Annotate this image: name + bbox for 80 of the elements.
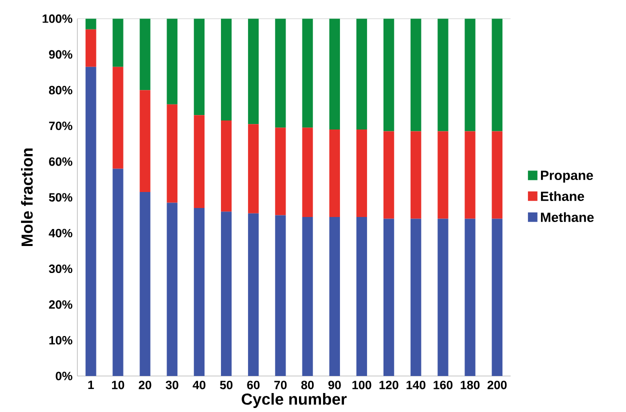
bar: [194, 18, 205, 116]
bar: [410, 18, 422, 132]
x-tick-label: 40: [192, 380, 206, 390]
x-tick-label: 200: [488, 380, 507, 390]
y-tick-label: 30%: [48, 264, 72, 274]
bar: [166, 202, 178, 376]
bar: [383, 218, 394, 376]
bar: [166, 104, 178, 203]
x-tick-label: 1: [88, 380, 94, 389]
bar: [194, 208, 205, 376]
bar: [410, 131, 422, 219]
bar: [112, 168, 124, 376]
bar: [438, 218, 448, 376]
bar: [248, 213, 259, 376]
y-tick-label: 10%: [49, 336, 72, 345]
x-tick-label: 30: [166, 380, 178, 390]
bar: [220, 212, 232, 376]
x-tick-label: 180: [460, 380, 480, 390]
bar: [410, 218, 422, 376]
bar: [140, 18, 150, 90]
x-tick-label: 160: [434, 380, 452, 390]
y-axis-title: Mole fraction: [21, 148, 33, 246]
bar: [140, 90, 150, 192]
y-tick-label: 20%: [49, 300, 72, 309]
x-tick-label: 60: [247, 380, 260, 390]
bar: [275, 215, 286, 376]
bar: [464, 131, 476, 219]
y-tick-label: 80%: [48, 86, 72, 94]
y-tick-label: 70%: [49, 122, 72, 130]
bar: [275, 18, 286, 128]
y-tick-label: 60%: [49, 157, 72, 166]
bar: [248, 124, 259, 214]
bar: [356, 18, 368, 130]
x-tick-label: 90: [328, 380, 341, 390]
bar: [356, 216, 368, 376]
bar: [112, 18, 124, 67]
legend-label: Propane: [540, 170, 593, 183]
bar: [302, 216, 313, 376]
bar: [302, 128, 313, 217]
bar: [220, 120, 232, 212]
x-tick-label: 20: [138, 380, 152, 390]
y-tick-label: 50%: [48, 193, 72, 202]
bar: [492, 131, 502, 219]
y-tick-label: 90%: [49, 50, 72, 59]
x-tick-label: 50: [220, 380, 232, 390]
bar: [302, 18, 313, 128]
x-tick-label: 120: [380, 380, 398, 390]
bar: [112, 66, 124, 169]
bar: [86, 66, 96, 376]
x-axis-title: Cycle number: [242, 393, 347, 408]
y-tick-label: 40%: [48, 228, 72, 238]
bar: [194, 115, 205, 208]
y-tick-label: 0%: [56, 372, 72, 380]
legend-label: Ethane: [540, 191, 584, 202]
bar: [464, 18, 476, 132]
legend-label: Methane: [540, 212, 594, 222]
bar: [383, 131, 394, 219]
x-tick-label: 10: [112, 380, 124, 390]
x-tick-label: 80: [301, 380, 314, 390]
y-tick-label: 100%: [42, 14, 72, 23]
bar: [140, 192, 150, 376]
bar: [438, 18, 448, 132]
bar: [248, 18, 259, 124]
bar: [356, 129, 368, 217]
bar: [492, 218, 502, 376]
x-tick-label: 100: [352, 380, 372, 390]
bar: [166, 18, 178, 104]
bar: [86, 18, 96, 30]
bar: [329, 129, 340, 217]
bar: [275, 128, 286, 216]
bar: [86, 29, 96, 67]
x-tick-label: 70: [274, 380, 287, 390]
bar: [383, 18, 394, 132]
bar: [220, 18, 232, 121]
x-tick-label: 140: [406, 380, 426, 390]
bar: [464, 218, 476, 376]
bar: [492, 18, 502, 132]
bar: [438, 131, 448, 219]
bar: [329, 216, 340, 376]
bar: [329, 18, 340, 130]
